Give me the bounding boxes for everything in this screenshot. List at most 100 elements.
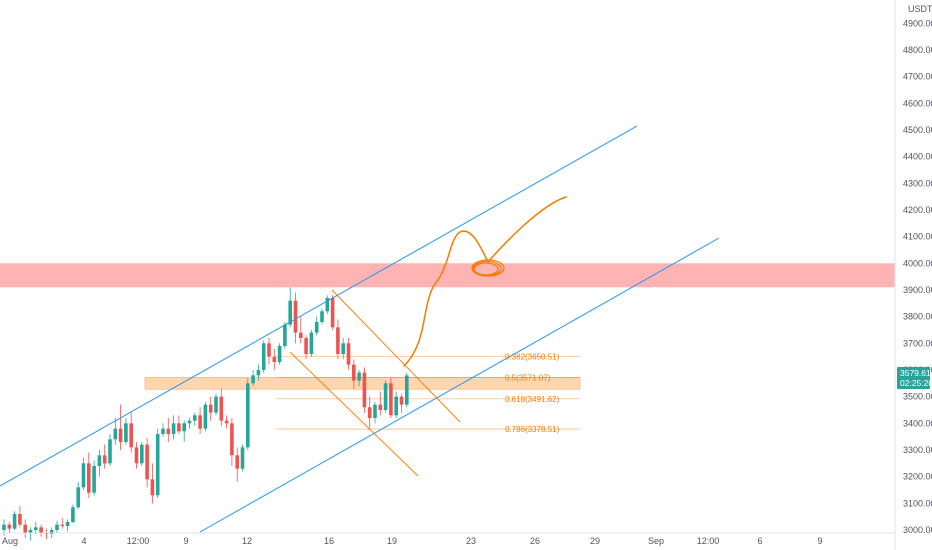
- candle-body: [87, 463, 91, 493]
- candle-body: [367, 407, 372, 418]
- candle-body: [161, 428, 165, 434]
- price-axis[interactable]: USDT 4900.00 4800.00 4700.00 4600.00 4500.00…: [894, 0, 932, 550]
- candle-body: [71, 507, 75, 522]
- candle-body: [203, 404, 208, 429]
- candle: [378, 391, 383, 416]
- candle-body: [299, 332, 303, 338]
- price-tick-label: 3700.00: [903, 338, 932, 348]
- candle: [60, 517, 65, 529]
- candle: [113, 417, 118, 445]
- candle-body: [140, 444, 144, 464]
- candle-body: [304, 337, 308, 354]
- candle: [12, 511, 17, 530]
- candle-body: [150, 479, 155, 496]
- candle: [23, 519, 27, 539]
- candle: [314, 316, 319, 336]
- projection-path[interactable]: [403, 196, 567, 367]
- time-tick-label: 12:00: [127, 536, 150, 546]
- fibonacci-layer: 0.382(3650.51) 0.5(3571.07) 0.618(3491.62)…: [276, 353, 580, 434]
- candle: [405, 372, 409, 408]
- candle: [71, 504, 75, 524]
- candle-body: [405, 375, 409, 405]
- candle-body: [129, 423, 133, 448]
- candle-body: [76, 487, 80, 508]
- time-tick-label: 23: [466, 536, 476, 546]
- candle-body: [214, 396, 218, 413]
- candle-body: [277, 345, 282, 362]
- candle-body: [235, 455, 239, 469]
- price-tick-label: 3300.00: [903, 445, 932, 455]
- candle: [208, 396, 213, 421]
- candle: [341, 337, 345, 360]
- price-tick-label: 3100.00: [903, 498, 932, 508]
- candle-body: [320, 311, 324, 322]
- candle-body: [39, 527, 43, 533]
- price-tick-label: 4000.00: [903, 258, 932, 268]
- candle: [288, 287, 292, 328]
- time-axis[interactable]: Aug 4 12:00 9 12 16 19 23 26 29 Sep 12:00 6 9: [0, 532, 895, 546]
- candle: [76, 481, 80, 509]
- candle: [161, 423, 165, 437]
- candle-body: [256, 369, 261, 376]
- candle-body: [177, 423, 181, 432]
- time-tick-label: 26: [530, 536, 540, 546]
- candle-body: [389, 383, 393, 416]
- candle-body: [113, 428, 118, 440]
- candle-body: [219, 396, 224, 421]
- candle-body: [124, 423, 128, 442]
- candle-body: [92, 465, 96, 493]
- candle: [87, 452, 91, 498]
- candle: [246, 377, 250, 450]
- falling-wedge-upper-line[interactable]: [331, 289, 461, 423]
- price-tick-label: 3400.00: [903, 418, 932, 428]
- candle: [166, 417, 171, 442]
- candle: [193, 412, 197, 426]
- candle-body: [352, 364, 356, 381]
- falling-wedge-lower-line[interactable]: [289, 351, 419, 477]
- price-tick-label: 4200.00: [903, 205, 932, 215]
- candle-body: [341, 343, 345, 354]
- candle: [256, 364, 261, 381]
- candle: [187, 417, 192, 429]
- candle: [214, 393, 218, 416]
- candle: [272, 348, 277, 370]
- time-tick-label: 12: [242, 536, 252, 546]
- candle: [150, 463, 155, 504]
- candle-countdown: 02:25:20: [900, 378, 932, 388]
- candle: [325, 295, 330, 314]
- price-tick-label: 3900.00: [903, 285, 932, 295]
- candle: [283, 321, 287, 349]
- candle: [373, 401, 377, 424]
- time-tick-label: 9: [183, 536, 188, 546]
- candle: [362, 367, 367, 413]
- candle-body: [134, 447, 139, 464]
- candle: [240, 444, 245, 472]
- candle: [277, 343, 282, 365]
- candle: [92, 460, 96, 496]
- candle: [394, 391, 398, 418]
- candle: [55, 520, 59, 533]
- candle: [34, 521, 38, 535]
- fib-label: 0.382(3650.51): [505, 353, 560, 362]
- candle-body: [309, 332, 314, 354]
- candle-body: [193, 415, 197, 421]
- candle: [140, 441, 144, 466]
- candle-body: [272, 356, 277, 362]
- candle-body: [378, 404, 383, 410]
- candle-body: [34, 527, 38, 530]
- candle-body: [49, 530, 54, 535]
- candle-body: [246, 383, 250, 448]
- candle: [235, 447, 239, 482]
- price-tick-label: 3200.00: [903, 472, 932, 482]
- candle: [102, 444, 107, 469]
- candle: [118, 404, 123, 450]
- candle: [18, 505, 22, 528]
- candle: [28, 527, 33, 541]
- channel-upper-line[interactable]: [0, 125, 638, 487]
- channel-lower-line[interactable]: [199, 237, 720, 533]
- candle: [97, 449, 102, 477]
- price-tick-label: 3500.00: [903, 392, 932, 402]
- candle: [219, 388, 224, 426]
